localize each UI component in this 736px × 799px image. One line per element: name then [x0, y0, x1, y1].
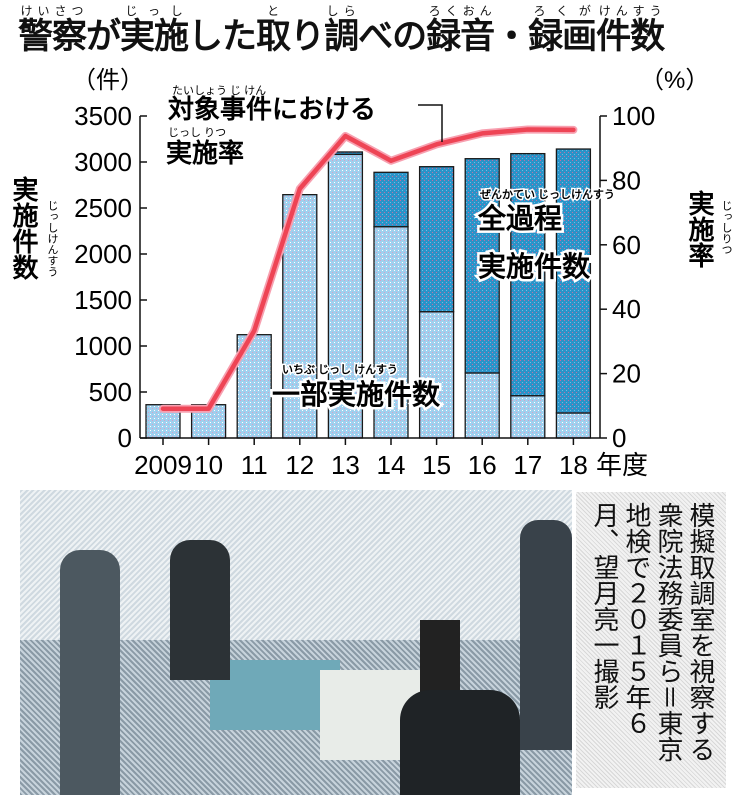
x-tick-label: 2009	[134, 450, 192, 480]
title-segment: 件数けんすう	[596, 4, 665, 57]
bar-partial-14	[373, 226, 409, 439]
y-right-ruby: じっしりつ	[720, 200, 733, 255]
y-left-tick-label: 1500	[74, 285, 132, 315]
x-tick-label: 12	[285, 450, 314, 480]
y-right-tick-label: 20	[612, 359, 641, 389]
photo-caption: 模擬取調室を視察する衆院法務委員ら＝東京地検で２０１５年６月、望月亮一撮影	[589, 502, 715, 763]
bar-partial-16	[464, 372, 500, 439]
x-tick-label: 15	[422, 450, 451, 480]
title-text: り	[290, 17, 325, 57]
bar-full-16	[464, 158, 500, 374]
y-right-tick-label: 60	[612, 230, 641, 260]
y-left-tick-label: 3000	[74, 147, 132, 177]
x-tick-label: 10	[194, 450, 223, 480]
photo-caption-box: 模擬取調室を視察する衆院法務委員ら＝東京地検で２０１５年６月、望月亮一撮影	[576, 492, 726, 788]
title-text: した	[188, 17, 257, 57]
chart: 2009 10 11 12 13 14 15 16 17 18050010001500200025…	[9, 67, 733, 480]
bar-full-18	[555, 148, 592, 414]
title-text: が	[86, 17, 121, 57]
title-text: 実施	[120, 17, 189, 57]
title-ruby: じっし	[120, 4, 189, 18]
title-ruby: しら	[324, 4, 359, 18]
x-tick-label: 11	[241, 450, 268, 480]
title-ruby: けいさつ	[18, 4, 87, 18]
y-left-ruby: じっしけんすう	[46, 200, 59, 277]
x-tick-label: 18	[559, 450, 588, 480]
bar-partial-15	[418, 311, 455, 439]
rate-point-16	[480, 131, 484, 135]
title-segment: 調しら	[324, 4, 359, 57]
title-ruby: ろくおん	[426, 4, 495, 18]
full-series-ruby: ぜんかてい じっしけんすう	[480, 188, 615, 201]
rate-line	[160, 127, 576, 411]
title-ruby: ろくが	[528, 4, 597, 18]
y-right-tick-label: 0	[612, 423, 626, 453]
y-right-label: 実施率	[685, 189, 715, 268]
rate-point-11	[252, 329, 256, 333]
y-left-tick-label: 0	[118, 423, 132, 453]
title-segment: 録音ろくおん	[426, 4, 495, 57]
title-ruby: けんすう	[596, 4, 665, 18]
line-label-ruby-1: たいしょう じ けん	[172, 84, 266, 97]
y-right-unit: （%）	[640, 67, 709, 94]
x-tick-label: 13	[331, 450, 360, 480]
rate-point-18	[571, 128, 575, 132]
bar-full-17	[510, 152, 546, 397]
line-label-ruby-2: じっし りつ	[168, 126, 226, 139]
y-left-unit: （件）	[72, 67, 144, 94]
bar-partial-18	[555, 412, 592, 439]
title-segment: 取と	[256, 4, 291, 57]
bar-partial-13	[327, 153, 364, 439]
title-text: 警察	[18, 17, 87, 57]
photo-mock-interrogation-room	[20, 490, 572, 795]
y-right-tick-label: 80	[612, 165, 641, 195]
full-series-label-2: 実施件数	[478, 250, 591, 282]
x-tick-label: 16	[468, 450, 497, 480]
y-left-tick-label: 500	[89, 377, 132, 407]
title-segment: 実施じっし	[120, 4, 189, 57]
rate-point-12	[298, 187, 302, 191]
partial-series-ruby: いちぶ じっし けんすう	[282, 363, 398, 376]
y-left-tick-label: 1000	[74, 331, 132, 361]
line-label-2: 実施率	[166, 138, 244, 168]
x-unit: 年度	[596, 450, 648, 480]
y-left-tick-label: 2500	[74, 193, 132, 223]
y-right-tick-label: 100	[612, 101, 655, 131]
rate-point-14	[389, 159, 393, 163]
full-series-label-1: 全過程	[477, 202, 562, 234]
rate-point-2009	[161, 407, 165, 411]
title-segment: 警察けいさつ	[18, 4, 87, 57]
title-text: 調	[324, 17, 359, 57]
y-left-tick-label: 3500	[74, 101, 132, 131]
y-left-tick-label: 2000	[74, 239, 132, 269]
line-label-1: 対象事件における	[168, 94, 376, 124]
title-text: 録画	[528, 17, 597, 57]
title-text: べの	[358, 17, 427, 57]
bar-partial-17	[510, 395, 546, 439]
y-right-tick-label: 40	[612, 294, 641, 324]
x-tick-label: 14	[377, 450, 406, 480]
bar-full-14	[373, 171, 409, 228]
line-label-leader	[418, 104, 443, 142]
title-segment: 録画ろくが	[528, 4, 597, 57]
rate-point-15	[435, 142, 439, 146]
rate-point-13	[343, 134, 347, 138]
chart-title: 警察けいさつが実施じっしした取とり調しらべの録音ろくおん・録画ろくが件数けんすう	[18, 4, 665, 59]
title-text: 取	[256, 17, 291, 57]
y-left-label: 実施件数	[9, 175, 39, 281]
title-text: ・	[494, 17, 529, 57]
rate-point-10	[207, 407, 211, 411]
title-text: 件数	[596, 17, 665, 57]
x-tick-label: 17	[513, 450, 542, 480]
partial-series-label: 一部実施件数	[272, 378, 441, 410]
bar-full-15	[418, 166, 455, 313]
rate-point-17	[526, 128, 530, 132]
title-text: 録音	[426, 17, 495, 57]
title-ruby: と	[256, 4, 291, 18]
